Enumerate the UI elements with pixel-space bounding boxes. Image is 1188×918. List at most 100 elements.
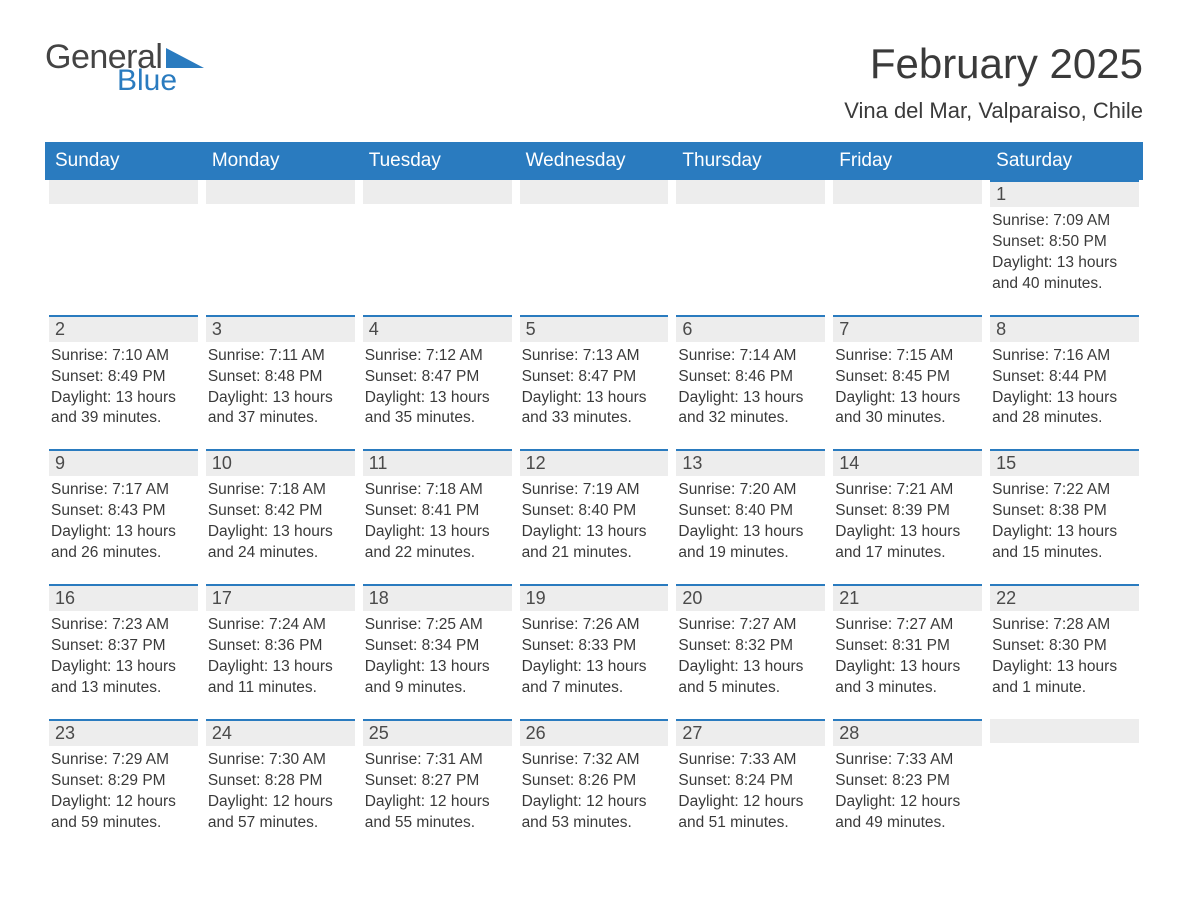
day-cell: 1Sunrise: 7:09 AMSunset: 8:50 PMDaylight…: [986, 180, 1143, 301]
day-body: Sunrise: 7:17 AMSunset: 8:43 PMDaylight:…: [49, 476, 198, 564]
sunrise-text: Sunrise: 7:18 AM: [208, 480, 353, 501]
daylight-text: Daylight: 13 hours and 11 minutes.: [208, 657, 353, 699]
day-body: Sunrise: 7:12 AMSunset: 8:47 PMDaylight:…: [363, 342, 512, 430]
sunrise-text: Sunrise: 7:25 AM: [365, 615, 510, 636]
day-number: 9: [49, 449, 198, 476]
day-cell: 4Sunrise: 7:12 AMSunset: 8:47 PMDaylight…: [359, 315, 516, 436]
sunset-text: Sunset: 8:26 PM: [522, 771, 667, 792]
day-cell: 3Sunrise: 7:11 AMSunset: 8:48 PMDaylight…: [202, 315, 359, 436]
day-body: Sunrise: 7:14 AMSunset: 8:46 PMDaylight:…: [676, 342, 825, 430]
sunset-text: Sunset: 8:42 PM: [208, 501, 353, 522]
logo-word-blue: Blue: [117, 66, 204, 96]
sunrise-text: Sunrise: 7:20 AM: [678, 480, 823, 501]
day-body: Sunrise: 7:27 AMSunset: 8:31 PMDaylight:…: [833, 611, 982, 699]
day-number: 16: [49, 584, 198, 611]
day-number: [990, 719, 1139, 743]
day-cell: 13Sunrise: 7:20 AMSunset: 8:40 PMDayligh…: [672, 449, 829, 570]
day-body: Sunrise: 7:21 AMSunset: 8:39 PMDaylight:…: [833, 476, 982, 564]
weekday-header-row: Sunday Monday Tuesday Wednesday Thursday…: [45, 142, 1143, 180]
daylight-text: Daylight: 13 hours and 22 minutes.: [365, 522, 510, 564]
location-subtitle: Vina del Mar, Valparaiso, Chile: [844, 98, 1143, 124]
day-cell: 14Sunrise: 7:21 AMSunset: 8:39 PMDayligh…: [829, 449, 986, 570]
sunrise-text: Sunrise: 7:33 AM: [678, 750, 823, 771]
day-body: Sunrise: 7:29 AMSunset: 8:29 PMDaylight:…: [49, 746, 198, 834]
sunset-text: Sunset: 8:47 PM: [522, 367, 667, 388]
calendar: Sunday Monday Tuesday Wednesday Thursday…: [45, 142, 1143, 839]
day-cell: 28Sunrise: 7:33 AMSunset: 8:23 PMDayligh…: [829, 719, 986, 840]
sunset-text: Sunset: 8:30 PM: [992, 636, 1137, 657]
day-cell: 18 Sunrise: 7:25 AMSunset: 8:34 PMDayligh…: [359, 584, 516, 705]
daylight-text: Daylight: 13 hours and 9 minutes.: [365, 657, 510, 699]
logo: General Blue: [45, 40, 204, 96]
weeks-container: 1Sunrise: 7:09 AMSunset: 8:50 PMDaylight…: [45, 180, 1143, 839]
day-cell: [829, 180, 986, 301]
sunset-text: Sunset: 8:31 PM: [835, 636, 980, 657]
sunset-text: Sunset: 8:27 PM: [365, 771, 510, 792]
week-row: 23Sunrise: 7:29 AMSunset: 8:29 PMDayligh…: [45, 719, 1143, 840]
sunset-text: Sunset: 8:41 PM: [365, 501, 510, 522]
sunrise-text: Sunrise: 7:11 AM: [208, 346, 353, 367]
day-number: 28: [833, 719, 982, 746]
sunrise-text: Sunrise: 7:10 AM: [51, 346, 196, 367]
day-body: [206, 204, 355, 208]
daylight-text: Daylight: 13 hours and 13 minutes.: [51, 657, 196, 699]
week-row: 1Sunrise: 7:09 AMSunset: 8:50 PMDaylight…: [45, 180, 1143, 301]
day-number: [520, 180, 669, 204]
day-number: 18: [363, 584, 512, 611]
sunrise-text: Sunrise: 7:13 AM: [522, 346, 667, 367]
day-number: 24: [206, 719, 355, 746]
sunset-text: Sunset: 8:49 PM: [51, 367, 196, 388]
day-cell: 27Sunrise: 7:33 AMSunset: 8:24 PMDayligh…: [672, 719, 829, 840]
sunrise-text: Sunrise: 7:14 AM: [678, 346, 823, 367]
day-body: [49, 204, 198, 208]
daylight-text: Daylight: 13 hours and 1 minute.: [992, 657, 1137, 699]
daylight-text: Daylight: 12 hours and 55 minutes.: [365, 792, 510, 834]
day-body: Sunrise: 7:32 AMSunset: 8:26 PMDaylight:…: [520, 746, 669, 834]
day-cell: 19Sunrise: 7:26 AMSunset: 8:33 PMDayligh…: [516, 584, 673, 705]
day-number: 11: [363, 449, 512, 476]
sunrise-text: Sunrise: 7:17 AM: [51, 480, 196, 501]
sunset-text: Sunset: 8:48 PM: [208, 367, 353, 388]
daylight-text: Daylight: 13 hours and 3 minutes.: [835, 657, 980, 699]
header-block: General Blue February 2025 Vina del Mar,…: [45, 40, 1143, 124]
day-cell: [516, 180, 673, 301]
day-number: 21: [833, 584, 982, 611]
sunset-text: Sunset: 8:45 PM: [835, 367, 980, 388]
day-cell: 2Sunrise: 7:10 AMSunset: 8:49 PMDaylight…: [45, 315, 202, 436]
sunset-text: Sunset: 8:44 PM: [992, 367, 1137, 388]
day-cell: 26Sunrise: 7:32 AMSunset: 8:26 PMDayligh…: [516, 719, 673, 840]
sunset-text: Sunset: 8:34 PM: [365, 636, 510, 657]
daylight-text: Daylight: 12 hours and 51 minutes.: [678, 792, 823, 834]
sunrise-text: Sunrise: 7:23 AM: [51, 615, 196, 636]
daylight-text: Daylight: 13 hours and 17 minutes.: [835, 522, 980, 564]
day-body: Sunrise: 7:18 AMSunset: 8:41 PMDaylight:…: [363, 476, 512, 564]
day-body: Sunrise: 7:18 AMSunset: 8:42 PMDaylight:…: [206, 476, 355, 564]
page-title: February 2025: [844, 40, 1143, 88]
daylight-text: Daylight: 13 hours and 15 minutes.: [992, 522, 1137, 564]
day-body: Sunrise: 7:28 AMSunset: 8:30 PMDaylight:…: [990, 611, 1139, 699]
day-number: 22: [990, 584, 1139, 611]
day-number: 26: [520, 719, 669, 746]
day-body: Sunrise: 7:22 AMSunset: 8:38 PMDaylight:…: [990, 476, 1139, 564]
weekday-saturday: Saturday: [986, 142, 1143, 180]
daylight-text: Daylight: 13 hours and 26 minutes.: [51, 522, 196, 564]
weekday-sunday: Sunday: [45, 142, 202, 180]
sunset-text: Sunset: 8:33 PM: [522, 636, 667, 657]
day-cell: 16Sunrise: 7:23 AMSunset: 8:37 PMDayligh…: [45, 584, 202, 705]
day-body: Sunrise: 7:30 AMSunset: 8:28 PMDaylight:…: [206, 746, 355, 834]
daylight-text: Daylight: 13 hours and 5 minutes.: [678, 657, 823, 699]
day-body: Sunrise: 7:23 AMSunset: 8:37 PMDaylight:…: [49, 611, 198, 699]
day-body: Sunrise: 7:33 AMSunset: 8:23 PMDaylight:…: [833, 746, 982, 834]
day-number: 7: [833, 315, 982, 342]
daylight-text: Daylight: 13 hours and 39 minutes.: [51, 388, 196, 430]
day-number: 8: [990, 315, 1139, 342]
weekday-thursday: Thursday: [672, 142, 829, 180]
day-cell: 15Sunrise: 7:22 AMSunset: 8:38 PMDayligh…: [986, 449, 1143, 570]
day-cell: [359, 180, 516, 301]
sunset-text: Sunset: 8:40 PM: [522, 501, 667, 522]
sunrise-text: Sunrise: 7:18 AM: [365, 480, 510, 501]
day-cell: 9Sunrise: 7:17 AMSunset: 8:43 PMDaylight…: [45, 449, 202, 570]
day-number: 4: [363, 315, 512, 342]
sunrise-text: Sunrise: 7:22 AM: [992, 480, 1137, 501]
day-body: [990, 743, 1139, 747]
